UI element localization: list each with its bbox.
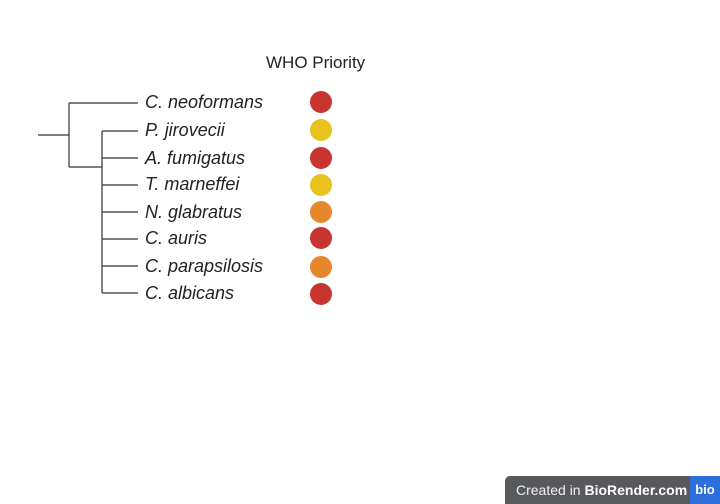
priority-dot-neoformans [310,91,332,113]
species-label-albicans: C. albicans [145,283,235,303]
priority-dot-glabratus [310,201,332,223]
species-label-marneffei: T. marneffei [145,174,240,194]
species-label-glabratus: N. glabratus [145,202,243,222]
biorender-badge[interactable]: Created in BioRender.com bio [505,476,720,504]
species-label-fumigatus: A. fumigatus [145,148,246,168]
badge-created-prefix: Created in [516,482,585,498]
page-title: WHO Priority [266,53,366,72]
species-label-parapsilosis: C. parapsilosis [145,256,264,276]
priority-dot-auris [310,227,332,249]
badge-brand: BioRender.com [584,482,688,498]
species-label-jirovecii: P. jirovecii [145,120,225,140]
priority-dot-jirovecii [310,119,332,141]
priority-dot-marneffei [310,174,332,196]
priority-dot-fumigatus [310,147,332,169]
species-label-auris: C. auris [145,228,208,248]
species-label-neoformans: C. neoformans [145,92,264,112]
priority-dot-albicans [310,283,332,305]
badge-text: Created in BioRender.com [516,482,687,498]
priority-dot-parapsilosis [310,256,332,278]
biorender-logo-icon: bio [690,476,720,504]
